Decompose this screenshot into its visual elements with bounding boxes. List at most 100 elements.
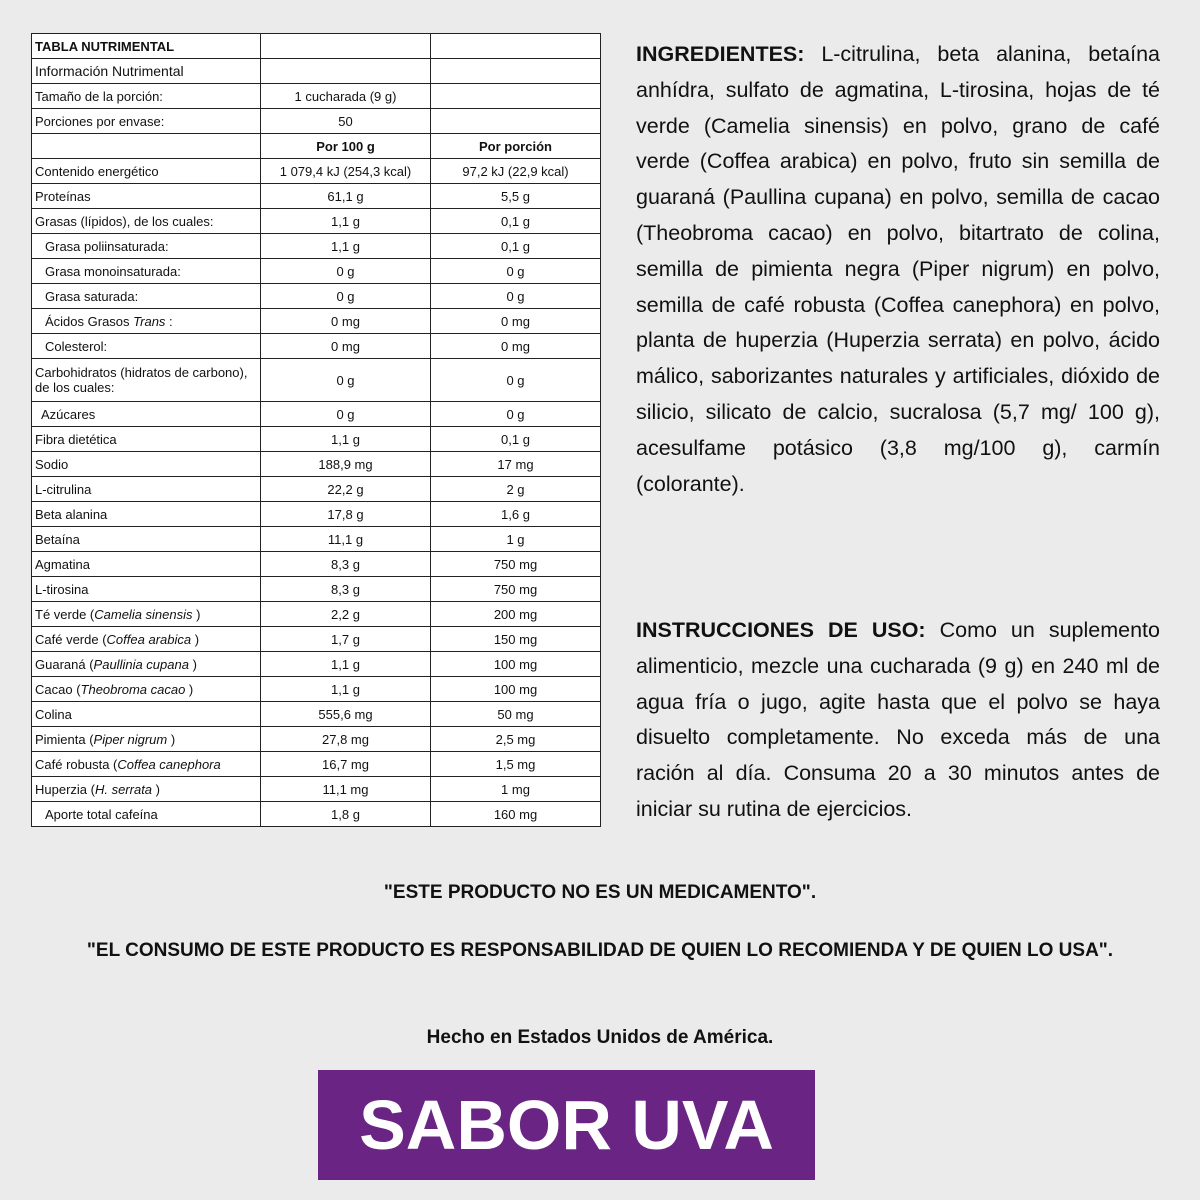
cell: 22,2 g	[260, 476, 431, 502]
table-row: Información Nutrimental	[31, 58, 601, 84]
cell: 555,6 mg	[260, 701, 431, 727]
cell: 1 079,4 kJ (254,3 kcal)	[260, 158, 431, 184]
row-label: Contenido energético	[31, 158, 261, 184]
label-part: Grasa poliinsaturada:	[45, 238, 169, 254]
ingredients-label: INGREDIENTES:	[636, 42, 805, 66]
label-part: )	[191, 631, 200, 647]
table-row: L-tirosina 8,3 g 750 mg	[31, 576, 601, 602]
row-label: Grasa saturada:	[31, 283, 261, 309]
cell: 0 g	[430, 283, 601, 309]
cell: 750 mg	[430, 576, 601, 602]
label-part: L-tirosina	[35, 581, 89, 597]
table-row: Proteínas 61,1 g 5,5 g	[31, 183, 601, 209]
ingredients: INGREDIENTES: L-citrulina, beta alanina,…	[636, 37, 1160, 502]
table-row: Guaraná (Paullinia cupana ) 1,1 g 100 mg	[31, 651, 601, 677]
row-label: Porciones por envase:	[31, 108, 261, 134]
cell: 1,8 g	[260, 801, 431, 827]
cell: 0,1 g	[430, 233, 601, 259]
table-row: Colina 555,6 mg 50 mg	[31, 701, 601, 727]
cell: 1,1 g	[260, 426, 431, 452]
ingredients-text: L-citrulina, beta alanina, betaína anhíd…	[636, 42, 1160, 496]
cell: 1,1 g	[260, 233, 431, 259]
table-row: Aporte total cafeína 1,8 g 160 mg	[31, 801, 601, 827]
table-row: Pimienta (Piper nigrum ) 27,8 mg 2,5 mg	[31, 726, 601, 752]
cell: 0 g	[260, 401, 431, 427]
row-label: Fibra dietética	[31, 426, 261, 452]
row-label: Proteínas	[31, 183, 261, 209]
label-part: Fibra dietética	[35, 431, 117, 447]
label-part: Huperzia (	[35, 781, 95, 797]
label-part: Camelia sinensis	[94, 606, 193, 622]
label-part: Proteínas	[35, 188, 91, 204]
table-row: Té verde (Camelia sinensis ) 2,2 g 200 mg	[31, 601, 601, 627]
label-part: Azúcares	[41, 406, 96, 422]
label-part: Sodio	[35, 456, 69, 472]
row-label: Grasa monoinsaturada:	[31, 258, 261, 284]
column-header: Por porción	[430, 133, 601, 159]
cell: 16,7 mg	[260, 751, 431, 777]
cell: 0 mg	[430, 308, 601, 334]
table-row: Contenido energético 1 079,4 kJ (254,3 kc…	[31, 158, 601, 184]
cell: 1,5 mg	[430, 751, 601, 777]
row-label: Colina	[31, 701, 261, 727]
cell: 50 mg	[430, 701, 601, 727]
label-part: Café robusta (	[35, 756, 118, 772]
cell: 2 g	[430, 476, 601, 502]
table-row: Sodio 188,9 mg 17 mg	[31, 451, 601, 477]
label-part: Piper nigrum	[93, 731, 168, 747]
cell: 2,2 g	[260, 601, 431, 627]
cell: 8,3 g	[260, 551, 431, 577]
table-row: Grasas (lípidos), de los cuales: 1,1 g 0,1…	[31, 208, 601, 234]
instructions-text: Como un suplemento alimenticio, mezcle u…	[636, 618, 1160, 821]
row-label: Ácidos Grasos Trans :	[31, 308, 261, 334]
note: "EL CONSUMO DE ESTE PRODUCTO ES RESPONSA…	[86, 940, 1114, 961]
note: Hecho en Estados Unidos de América.	[426, 1027, 774, 1048]
cell: 61,1 g	[260, 183, 431, 209]
cell: 0,1 g	[430, 208, 601, 234]
table-row: TABLA NUTRIMENTAL	[31, 33, 601, 59]
cell: 1 cucharada (9 g)	[260, 83, 431, 109]
cell: 50	[260, 108, 431, 134]
cell: 11,1 g	[260, 526, 431, 552]
note: "ESTE PRODUCTO NO ES UN MEDICAMENTO".	[383, 882, 817, 903]
row-label: Grasa poliinsaturada:	[31, 233, 261, 259]
cell: 1 mg	[430, 776, 601, 802]
label-part: Grasa saturada:	[45, 288, 139, 304]
cell: 11,1 mg	[260, 776, 431, 802]
cell: 100 mg	[430, 676, 601, 702]
table-row: Beta alanina 17,8 g 1,6 g	[31, 501, 601, 527]
label-part: Coffea canephora	[117, 756, 221, 772]
cell: 17 mg	[430, 451, 601, 477]
cell: 0 g	[430, 258, 601, 284]
cell: 1,6 g	[430, 501, 601, 527]
cell: 97,2 kJ (22,9 kcal)	[430, 158, 601, 184]
row-label: Pimienta (Piper nigrum )	[31, 726, 261, 752]
label-part: Betaína	[35, 531, 80, 547]
row-label: Sodio	[31, 451, 261, 477]
table-row: Cacao (Theobroma cacao ) 1,1 g 100 mg	[31, 676, 601, 702]
nutrition-table: TABLA NUTRIMENTAL Información Nutrimenta…	[31, 33, 601, 827]
cell: 8,3 g	[260, 576, 431, 602]
label-part: Colesterol:	[45, 338, 108, 354]
cell: 17,8 g	[260, 501, 431, 527]
table-row: Huperzia (H. serrata ) 11,1 mg 1 mg	[31, 776, 601, 802]
row-label: Café robusta (Coffea canephora	[31, 751, 261, 777]
row-label: Agmatina	[31, 551, 261, 577]
label-part: Café verde (	[35, 631, 107, 647]
label-part: )	[188, 656, 197, 672]
cell: 100 mg	[430, 651, 601, 677]
cell: 150 mg	[430, 626, 601, 652]
table-row: Carbohidratos (hidratos de carbono), de …	[31, 358, 601, 402]
row-label: Té verde (Camelia sinensis )	[31, 601, 261, 627]
table-row: Fibra dietética 1,1 g 0,1 g	[31, 426, 601, 452]
table-row: Café robusta (Coffea canephora 16,7 mg 1,5…	[31, 751, 601, 777]
row-label: Grasas (lípidos), de los cuales:	[31, 208, 261, 234]
row-label: Betaína	[31, 526, 261, 552]
label-part: Trans	[133, 313, 166, 329]
cell: 1,1 g	[260, 208, 431, 234]
row-label: Tamaño de la porción:	[31, 83, 261, 109]
